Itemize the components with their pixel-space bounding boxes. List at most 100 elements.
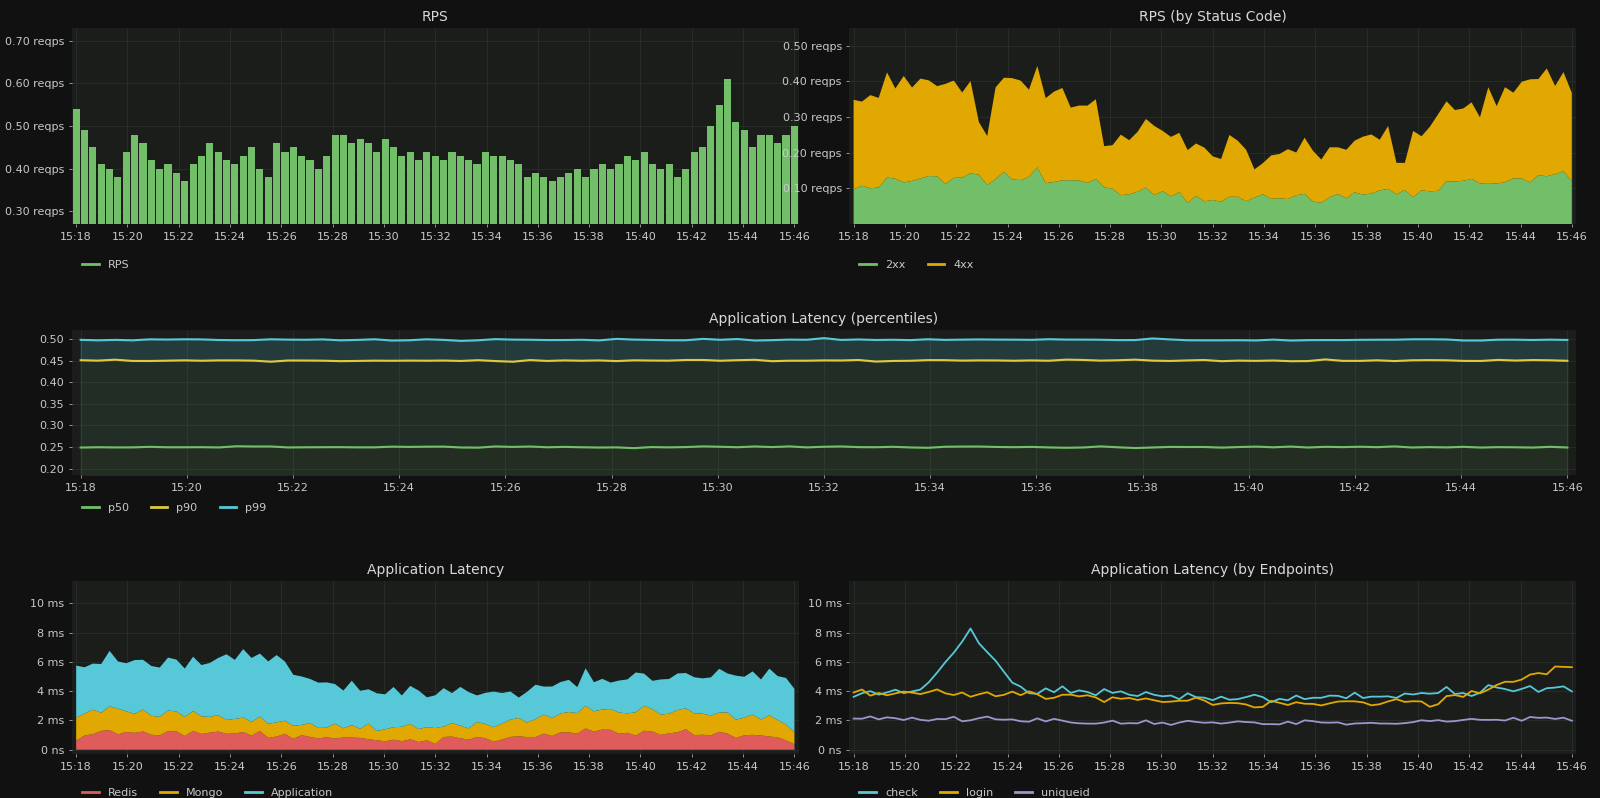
Bar	[715, 105, 723, 339]
login	[1203, 700, 1222, 709]
Bar	[240, 156, 246, 339]
Bar	[114, 177, 122, 339]
Bar	[373, 152, 381, 339]
check	[962, 624, 981, 634]
Legend: p50, p90, p99: p50, p90, p99	[77, 498, 270, 517]
login	[1546, 662, 1565, 671]
Bar	[189, 164, 197, 339]
Line: check: check	[854, 629, 1571, 702]
uniqueid	[970, 713, 989, 723]
check	[845, 692, 864, 701]
Bar	[790, 126, 798, 339]
Bar	[749, 148, 757, 339]
Line: p50: p50	[80, 446, 1568, 448]
Bar	[139, 143, 147, 339]
Bar	[565, 173, 573, 339]
p99	[850, 334, 869, 344]
check	[970, 638, 989, 648]
Bar	[339, 135, 347, 339]
Bar	[541, 177, 547, 339]
Bar	[390, 148, 397, 339]
Bar	[590, 168, 597, 339]
uniqueid	[1061, 717, 1080, 727]
Bar	[382, 139, 389, 339]
Bar	[632, 160, 640, 339]
Bar	[331, 135, 339, 339]
Bar	[640, 152, 648, 339]
Bar	[523, 177, 531, 339]
Legend: check, login, uniqueid: check, login, uniqueid	[854, 784, 1094, 798]
Bar	[557, 177, 565, 339]
Bar	[181, 181, 189, 339]
Bar	[274, 143, 280, 339]
Bar	[214, 152, 222, 339]
Bar	[666, 164, 672, 339]
Bar	[315, 168, 322, 339]
Bar	[674, 177, 682, 339]
Bar	[725, 79, 731, 339]
Bar	[290, 148, 298, 339]
p99	[520, 335, 539, 345]
login	[1053, 690, 1072, 700]
Bar	[432, 156, 438, 339]
Bar	[482, 152, 490, 339]
Title: Application Latency: Application Latency	[366, 563, 504, 577]
login	[1144, 696, 1163, 705]
p50	[330, 442, 349, 452]
Bar	[282, 152, 288, 339]
Bar	[198, 156, 205, 339]
uniqueid	[1154, 717, 1173, 727]
uniqueid	[845, 713, 864, 723]
p99	[314, 334, 333, 344]
p90	[504, 357, 523, 366]
login	[1245, 703, 1264, 713]
Legend: 2xx, 4xx: 2xx, 4xx	[854, 255, 978, 275]
Bar	[298, 156, 306, 339]
Bar	[264, 177, 272, 339]
Bar	[699, 148, 706, 339]
uniqueid	[1562, 716, 1581, 725]
check	[1261, 697, 1280, 707]
p90	[70, 355, 90, 365]
Line: p90: p90	[80, 359, 1568, 361]
Bar	[147, 160, 155, 339]
Bar	[357, 139, 363, 339]
Title: RPS: RPS	[422, 10, 448, 24]
uniqueid	[1219, 718, 1238, 728]
Bar	[440, 160, 446, 339]
p50	[624, 444, 643, 453]
login	[1003, 687, 1022, 697]
Bar	[398, 156, 405, 339]
p50	[416, 442, 435, 452]
login	[1437, 691, 1456, 701]
Bar	[507, 160, 514, 339]
p99	[1558, 335, 1578, 345]
Bar	[349, 143, 355, 339]
Bar	[414, 160, 422, 339]
Bar	[248, 148, 254, 339]
p90	[1558, 356, 1578, 365]
Title: RPS (by Status Code): RPS (by Status Code)	[1139, 10, 1286, 24]
Bar	[499, 156, 506, 339]
Bar	[757, 135, 765, 339]
Bar	[466, 160, 472, 339]
Bar	[123, 152, 130, 339]
Legend: Redis, Mongo, Application: Redis, Mongo, Application	[77, 784, 338, 798]
p50	[227, 441, 246, 451]
Bar	[165, 164, 171, 339]
uniqueid	[861, 712, 880, 721]
Line: p99: p99	[80, 338, 1568, 341]
uniqueid	[1162, 720, 1181, 729]
Bar	[82, 130, 88, 339]
check	[1061, 688, 1080, 697]
Bar	[624, 156, 630, 339]
login	[845, 688, 864, 697]
Bar	[598, 164, 606, 339]
Bar	[515, 164, 522, 339]
p99	[400, 335, 419, 345]
Bar	[782, 135, 789, 339]
Bar	[691, 152, 698, 339]
Bar	[307, 160, 314, 339]
Line: login: login	[854, 666, 1571, 708]
Title: Application Latency (by Endpoints): Application Latency (by Endpoints)	[1091, 563, 1334, 577]
